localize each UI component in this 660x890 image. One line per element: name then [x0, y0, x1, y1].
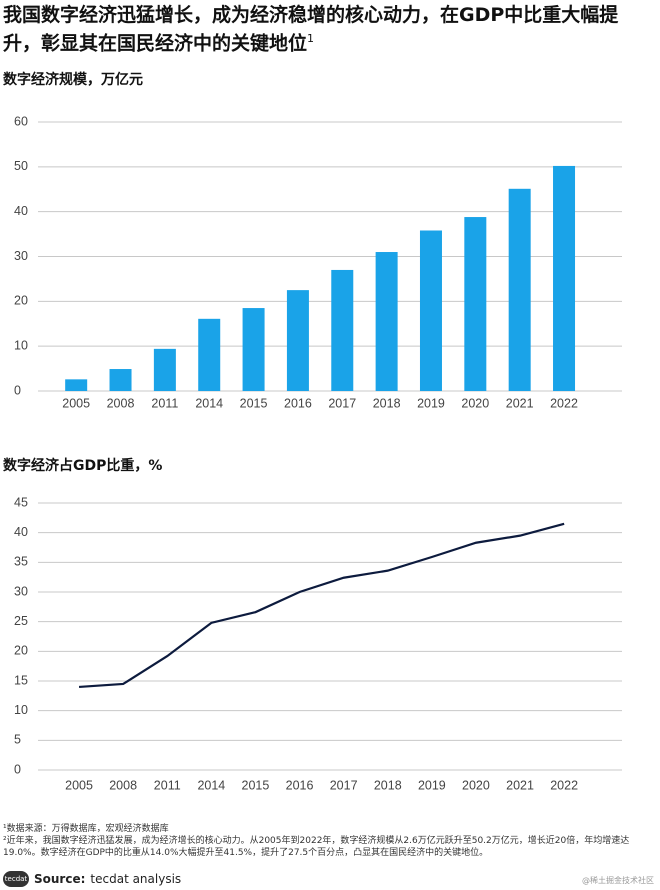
x-tick-label: 2022 [550, 778, 578, 792]
y-tick-label: 10 [14, 338, 28, 352]
y-tick-label: 25 [14, 614, 28, 628]
x-tick-label: 2019 [418, 778, 446, 792]
source: tecdat Source: tecdat analysis [3, 871, 181, 887]
x-tick-label: 2022 [550, 396, 578, 410]
y-tick-label: 5 [14, 733, 21, 747]
line [78, 522, 565, 689]
x-tick-label: 2016 [284, 396, 312, 410]
y-tick-label: 30 [14, 584, 28, 598]
watermark: @稀土掘金技术社区 [582, 876, 654, 885]
x-tick-label: 2008 [107, 396, 135, 410]
x-tick-label: 2021 [506, 396, 534, 410]
x-tick-label: 2008 [109, 778, 137, 792]
x-tick-label: 2019 [417, 396, 445, 410]
bar [375, 252, 398, 391]
x-tick-label: 2021 [506, 778, 534, 792]
source-text: tecdat analysis [90, 872, 182, 886]
y-tick-label: 0 [14, 762, 21, 776]
chart-title: 数字经济占GDP比重，% [3, 457, 162, 474]
x-tick-label: 2005 [65, 778, 93, 792]
title-note: 1 [307, 32, 315, 45]
y-tick-label: 40 [14, 525, 28, 539]
x-tick-label: 2014 [195, 396, 223, 410]
x-tick-label: 2020 [461, 396, 489, 410]
x-tick-label: 2011 [154, 778, 181, 792]
x-tick-label: 2011 [151, 396, 178, 410]
bar [464, 217, 487, 391]
y-tick-label: 50 [14, 159, 28, 173]
chart-title: 数字经济规模，万亿元 [3, 71, 143, 88]
y-tick-label: 10 [14, 703, 28, 717]
y-tick-label: 35 [14, 555, 28, 569]
x-tick-label: 2016 [286, 778, 314, 792]
x-tick-label: 2015 [240, 396, 268, 410]
x-tick-label: 2005 [62, 396, 90, 410]
footnote: ²近年来，我国数字经济迅猛发展，成为经济增长的核心动力。从2005年到2022年… [3, 836, 630, 858]
bar [242, 308, 265, 391]
bar [109, 369, 132, 391]
bar [331, 269, 354, 391]
footnote: ¹数据来源：万得数据库，宏观经济数据库 [3, 824, 169, 834]
x-tick-label: 2014 [197, 778, 225, 792]
source-label: Source: [34, 872, 86, 886]
x-tick-label: 2017 [328, 396, 356, 410]
bar [553, 165, 576, 391]
footnotes: ¹数据来源：万得数据库，宏观经济数据库 ²近年来，我国数字经济迅猛发展，成为经济… [3, 823, 653, 859]
y-tick-label: 60 [14, 114, 28, 128]
y-tick-label: 20 [14, 644, 28, 658]
bar [153, 348, 176, 391]
page-title: 我国数字经济迅猛增长，成为经济稳增的核心动力，在GDP中比重大幅提升，彰显其在国… [3, 4, 653, 55]
logo: tecdat [3, 871, 29, 887]
title-text: 我国数字经济迅猛增长，成为经济稳增的核心动力，在GDP中比重大幅提升，彰显其在国… [3, 4, 619, 55]
x-tick-label: 2015 [242, 778, 270, 792]
y-tick-label: 15 [14, 673, 28, 687]
bar [419, 230, 442, 391]
y-tick-label: 45 [14, 495, 28, 509]
x-tick-label: 2020 [462, 778, 490, 792]
y-tick-label: 0 [14, 383, 21, 397]
x-tick-label: 2017 [330, 778, 358, 792]
y-tick-label: 40 [14, 204, 28, 218]
y-tick-label: 20 [14, 294, 28, 308]
x-tick-label: 2018 [373, 396, 401, 410]
bar [198, 318, 221, 391]
bar [508, 188, 531, 391]
bar [65, 379, 88, 391]
y-tick-label: 30 [14, 249, 28, 263]
bar [286, 290, 309, 391]
x-tick-label: 2018 [374, 778, 402, 792]
